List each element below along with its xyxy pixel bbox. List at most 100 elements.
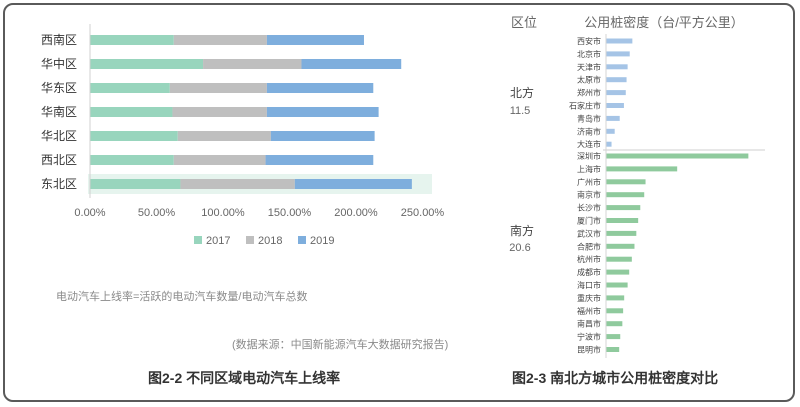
category-label: 华南区 bbox=[41, 104, 77, 119]
city-density-bar bbox=[606, 38, 633, 44]
city-density-bar bbox=[606, 347, 620, 352]
bar-segment-2018 bbox=[169, 83, 267, 93]
city-density-bar bbox=[606, 308, 624, 314]
city-density-bar bbox=[606, 51, 630, 57]
city-label: 厦门市 bbox=[577, 216, 601, 226]
bar-segment-2019 bbox=[301, 59, 402, 69]
legend-swatch-2018 bbox=[246, 236, 254, 244]
bar-segment-2017 bbox=[90, 179, 181, 189]
x-tick-label: 50.00% bbox=[138, 207, 176, 219]
city-label: 深圳市 bbox=[577, 151, 601, 161]
city-density-bar bbox=[606, 103, 624, 108]
bar-segment-2019 bbox=[266, 83, 374, 93]
city-label: 合肥市 bbox=[577, 241, 601, 251]
category-label: 东北区 bbox=[41, 177, 77, 191]
bar-segment-2017 bbox=[90, 83, 170, 93]
x-tick-label: 150.00% bbox=[268, 207, 312, 219]
city-label: 宁波市 bbox=[577, 332, 601, 342]
city-label: 上海市 bbox=[577, 164, 601, 174]
image-frame bbox=[3, 3, 795, 402]
category-label: 西北区 bbox=[41, 153, 77, 167]
city-density-bar bbox=[606, 115, 620, 121]
city-density-bar bbox=[606, 153, 749, 159]
city-density-bar bbox=[606, 166, 678, 172]
city-label: 广州市 bbox=[577, 177, 601, 187]
city-label: 昆明市 bbox=[577, 345, 601, 355]
bar-segment-2019 bbox=[265, 155, 374, 165]
city-label: 杭州市 bbox=[577, 254, 601, 264]
legend-label-2018: 2018 bbox=[258, 235, 282, 247]
city-density-bar bbox=[606, 90, 626, 96]
x-tick-label: 200.00% bbox=[334, 207, 378, 219]
legend-label-2019: 2019 bbox=[310, 235, 334, 247]
city-label: 南京市 bbox=[577, 190, 601, 200]
legend-swatch-2019 bbox=[298, 236, 306, 244]
city-label: 济南市 bbox=[577, 126, 601, 136]
region-group-value: 11.5 bbox=[510, 105, 531, 117]
city-density-bar bbox=[606, 192, 645, 198]
category-label: 华中区 bbox=[41, 56, 77, 71]
city-density-bar bbox=[606, 141, 612, 147]
city-label: 郑州市 bbox=[577, 88, 601, 98]
bar-segment-2017 bbox=[90, 155, 174, 165]
city-label: 石家庄市 bbox=[569, 101, 601, 111]
city-label: 重庆市 bbox=[577, 293, 601, 303]
right-figure-caption: 图2-3 南北方城市公用桩密度对比 bbox=[512, 370, 719, 386]
city-density-bar bbox=[606, 243, 635, 249]
city-label: 北京市 bbox=[577, 49, 601, 59]
x-tick-label: 100.00% bbox=[201, 207, 245, 219]
city-label: 武汉市 bbox=[577, 228, 601, 238]
region-group-name: 南方 bbox=[510, 223, 534, 238]
bar-segment-2019 bbox=[270, 131, 375, 141]
region-group-name: 北方 bbox=[510, 85, 534, 100]
city-label: 大连市 bbox=[577, 139, 601, 149]
bar-segment-2017 bbox=[90, 107, 173, 117]
city-density-bar bbox=[606, 321, 623, 327]
city-label: 福州市 bbox=[577, 306, 601, 316]
bar-segment-2019 bbox=[266, 107, 379, 117]
bar-segment-2018 bbox=[177, 131, 271, 141]
bar-segment-2018 bbox=[173, 35, 267, 45]
bar-segment-2017 bbox=[90, 59, 204, 69]
category-label: 华东区 bbox=[41, 81, 77, 95]
bar-segment-2019 bbox=[294, 179, 412, 189]
legend-label-2017: 2017 bbox=[206, 235, 230, 247]
city-label: 成都市 bbox=[577, 267, 601, 277]
city-density-bar bbox=[606, 256, 632, 262]
charger-density-bar-chart: 区位 公用桩密度（台/平方公里） 西安市北京市天津市太原市郑州市石家庄市青岛市济南市… bbox=[509, 15, 765, 358]
region-column-header: 区位 bbox=[511, 15, 537, 30]
city-density-bar bbox=[606, 77, 627, 83]
left-figure-caption: 图2-2 不同区域电动汽车上线率 bbox=[148, 370, 341, 386]
bar-segment-2018 bbox=[172, 107, 267, 117]
category-label: 西南区 bbox=[41, 32, 77, 47]
x-tick-label: 0.00% bbox=[74, 207, 105, 219]
city-label: 海口市 bbox=[577, 280, 601, 290]
bar-segment-2017 bbox=[90, 35, 174, 45]
city-label: 西安市 bbox=[577, 36, 601, 46]
city-density-bar bbox=[606, 295, 625, 301]
bar-segment-2018 bbox=[173, 155, 266, 165]
density-column-header: 公用桩密度（台/平方公里） bbox=[584, 15, 744, 30]
region-group-value: 20.6 bbox=[509, 242, 530, 254]
bar-segment-2017 bbox=[90, 131, 178, 141]
city-density-bar bbox=[606, 64, 628, 70]
city-label: 青岛市 bbox=[577, 113, 601, 123]
city-density-bar bbox=[606, 128, 615, 134]
x-tick-label: 250.00% bbox=[401, 207, 445, 219]
category-label: 华北区 bbox=[41, 129, 77, 143]
source-note: (数据来源：中国新能源汽车大数据研究报告) bbox=[232, 339, 449, 351]
city-density-bar bbox=[606, 205, 641, 211]
city-density-bar bbox=[606, 218, 639, 223]
bar-segment-2018 bbox=[203, 59, 302, 69]
bar-segment-2018 bbox=[180, 179, 295, 189]
city-density-bar bbox=[606, 230, 637, 236]
city-label: 长沙市 bbox=[577, 203, 601, 213]
city-density-bar bbox=[606, 179, 646, 185]
city-density-bar bbox=[606, 334, 621, 340]
bar-segment-2019 bbox=[266, 35, 364, 45]
city-label: 太原市 bbox=[577, 75, 601, 85]
city-label: 天津市 bbox=[577, 62, 601, 72]
formula-note: 电动汽车上线率=活跃的电动汽车数量/电动汽车总数 bbox=[56, 291, 308, 303]
city-label: 南昌市 bbox=[577, 319, 601, 329]
